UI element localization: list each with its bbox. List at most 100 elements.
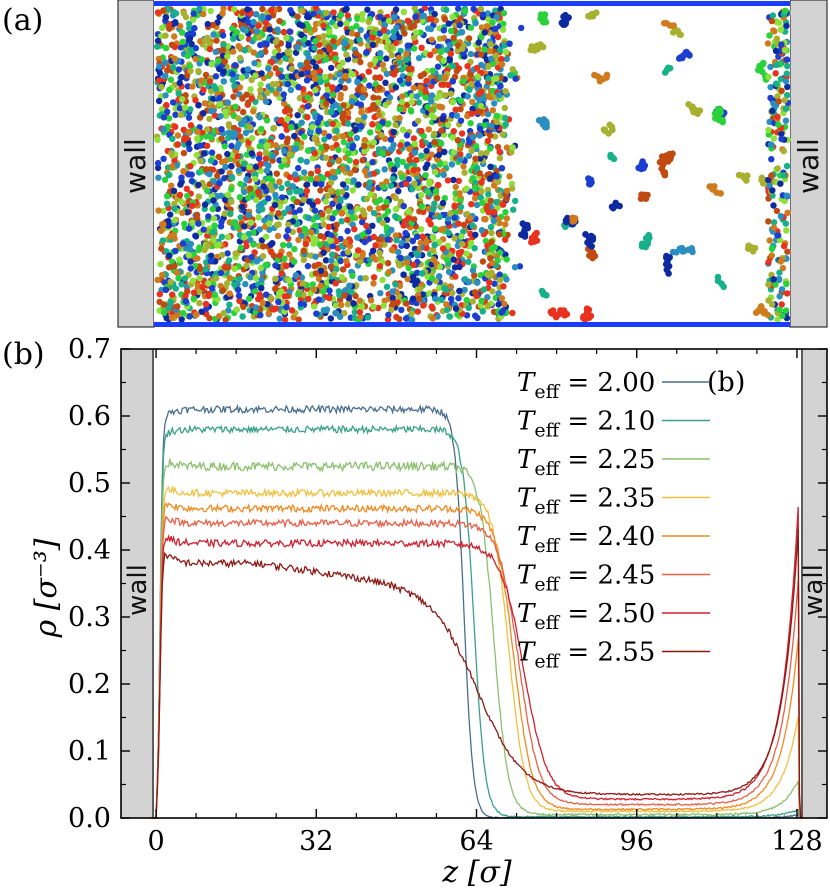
particle [432,225,439,232]
particle [274,26,281,33]
particle [467,239,475,247]
particle [171,55,178,63]
particle [391,13,398,21]
particle [253,11,260,18]
particle [496,155,504,162]
particle [220,309,227,317]
particle [406,145,413,152]
particle [287,7,294,14]
particle [187,46,194,54]
particle [717,106,724,114]
particle [394,157,401,164]
particle [326,294,333,302]
particle [413,156,420,164]
particle [347,130,354,138]
particle [344,248,352,256]
particle [171,205,178,212]
particle [507,72,514,79]
particle [496,46,504,54]
particle [387,43,394,50]
particle [412,13,419,20]
particle [445,215,452,222]
particle [161,176,169,183]
particle [397,254,404,262]
particle [316,241,324,248]
particle [398,306,405,314]
particle [745,242,752,249]
particle [403,50,410,57]
particle [465,152,473,160]
legend-item: Teff = 2.35 [517,484,710,519]
wall-left-b [121,349,154,818]
particle [773,35,781,42]
particle [297,156,304,164]
particle [493,112,500,120]
particle [776,269,783,276]
particle [457,151,464,158]
particle [230,93,237,100]
particle [325,133,333,140]
particle [467,50,475,58]
particle [193,311,200,318]
particle [329,200,336,208]
particle [774,165,781,172]
particle [172,19,179,27]
particle [366,82,373,89]
particle [487,41,494,48]
particle [467,71,474,78]
particle [256,34,263,41]
particle [284,227,292,234]
particle [457,203,465,211]
particle [173,269,181,276]
density-curves [151,403,802,819]
particle [305,40,312,47]
particle [222,316,229,323]
particle [225,121,233,128]
particle [607,153,614,161]
particle [238,203,246,211]
legend-item: Teff = 2.10 [517,407,710,442]
particle [348,288,355,296]
particle [204,242,212,249]
particle [311,286,318,293]
particle [369,34,376,41]
particle [240,303,247,310]
particle [170,64,177,71]
particle [321,73,329,81]
particle [343,192,350,199]
particle [784,248,791,255]
particle [379,119,386,126]
particle [185,252,192,259]
particle [439,115,446,123]
particle [357,101,364,108]
particle [163,101,170,109]
particle [258,276,265,283]
particle [217,113,224,120]
particle [416,285,424,293]
particle [477,150,485,157]
particle [267,241,274,248]
particle [332,135,339,142]
particle [257,81,264,88]
x-tick-label: 96 [620,826,654,857]
particle [252,72,259,79]
legend-item: Teff = 2.45 [517,561,710,596]
particle [171,157,178,164]
particle [303,187,310,195]
particle [169,291,176,298]
particle [444,177,452,184]
particle [447,210,454,217]
particle [376,13,384,21]
particle [247,219,255,226]
particle [485,209,492,216]
particle [778,41,785,48]
particle [359,219,366,226]
particle [251,60,258,67]
particle [281,255,288,262]
particle [237,214,244,221]
particle [458,130,466,137]
particle [347,170,354,177]
particle [501,300,508,308]
particle [192,233,200,240]
particle [279,194,286,201]
